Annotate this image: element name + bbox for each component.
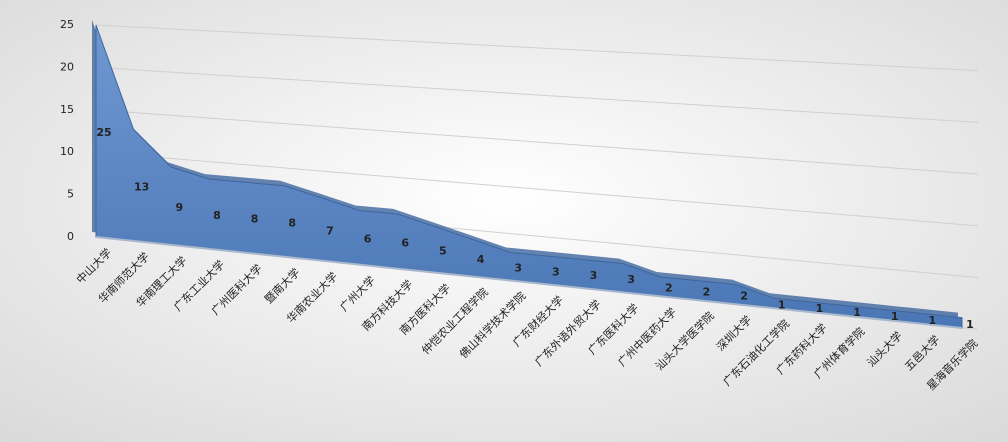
grid-line [95, 109, 979, 175]
data-label: 1 [966, 318, 974, 331]
data-label: 1 [853, 306, 861, 319]
data-label: 1 [778, 298, 786, 311]
y-tick-label: 5 [67, 188, 74, 201]
data-label: 6 [401, 236, 409, 249]
data-label: 9 [175, 201, 183, 214]
data-label: 5 [439, 245, 447, 258]
data-label: 2 [740, 289, 748, 302]
data-label: 3 [514, 261, 522, 274]
data-label: 1 [816, 302, 824, 315]
data-label: 13 [134, 180, 149, 193]
data-label: 7 [326, 224, 334, 237]
data-label: 6 [364, 233, 372, 246]
data-label: 2 [703, 286, 711, 299]
grid-line [95, 66, 979, 123]
data-label: 2 [665, 282, 673, 295]
data-label: 8 [251, 213, 259, 226]
y-tick-label: 20 [60, 60, 74, 73]
y-tick-label: 25 [60, 18, 74, 31]
data-label: 3 [552, 265, 560, 278]
data-label: 8 [213, 209, 221, 222]
y-tick-label: 15 [60, 103, 74, 116]
y-tick-label: 10 [60, 145, 74, 158]
y-tick-label: 0 [67, 230, 74, 243]
grid-line [95, 151, 979, 227]
data-label: 25 [96, 126, 111, 139]
data-label: 4 [477, 253, 485, 266]
data-label: 3 [627, 273, 635, 286]
floor-edge [95, 236, 963, 329]
data-label: 1 [929, 314, 937, 327]
grid-line [95, 24, 979, 72]
data-label: 8 [288, 216, 296, 229]
data-label: 3 [590, 269, 598, 282]
data-label: 1 [891, 310, 899, 323]
area [95, 24, 963, 329]
